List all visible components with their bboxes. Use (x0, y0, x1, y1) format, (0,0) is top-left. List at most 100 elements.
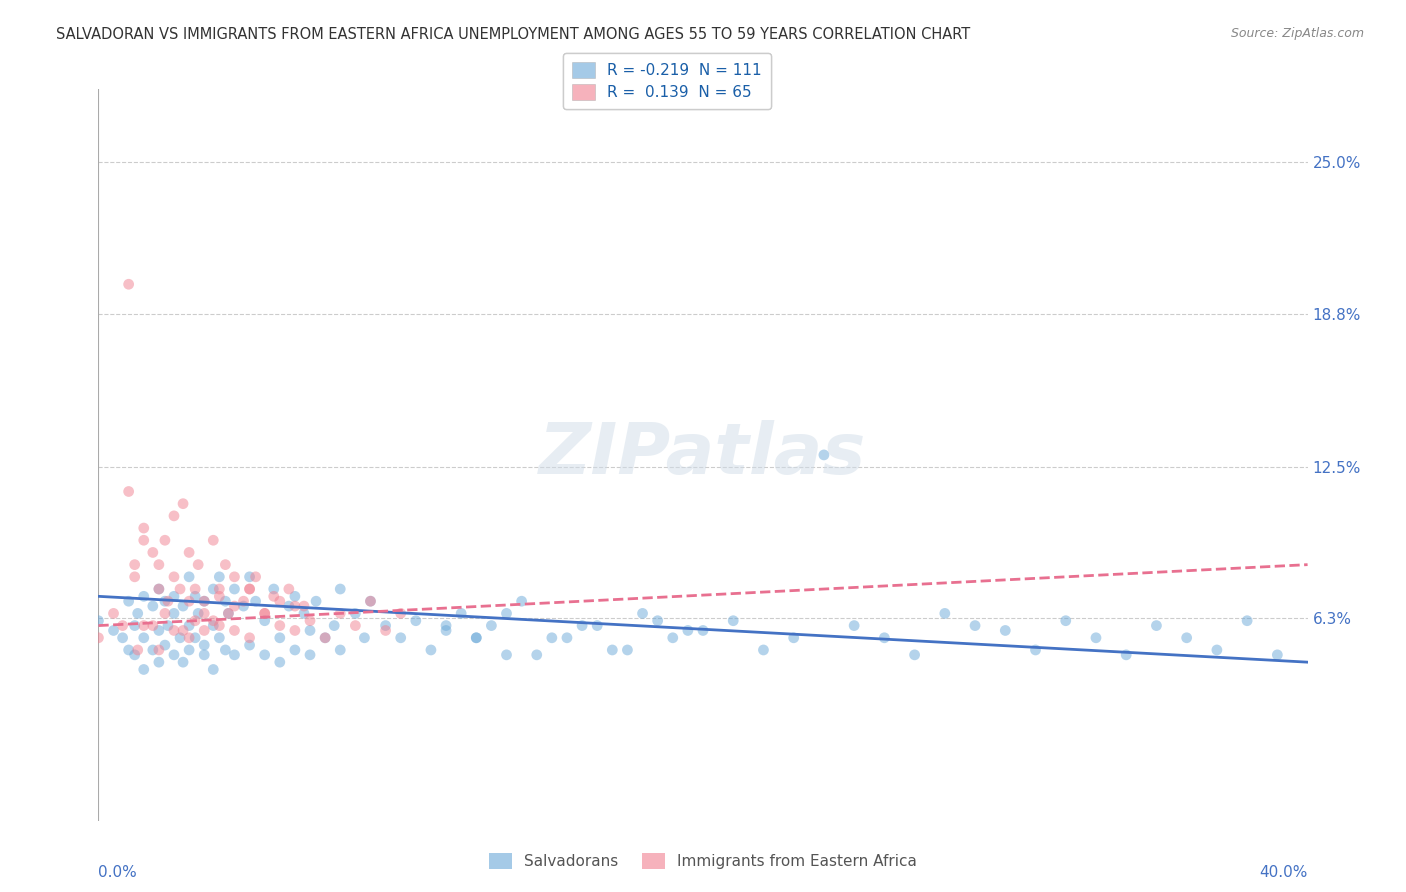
Point (465, 631, 488, 645)
Point (118, 594, 141, 608)
Point (214, 558, 236, 572)
Point (153, 607, 176, 621)
Point (132, 618, 155, 632)
Point (184, 631, 207, 645)
Point (965, 618, 987, 632)
Point (284, 643, 307, 657)
Point (124, 558, 146, 572)
Point (172, 655, 194, 669)
Point (239, 631, 262, 645)
Point (202, 582, 225, 596)
Point (132, 533, 155, 548)
Point (263, 590, 285, 604)
Point (172, 624, 194, 638)
Point (179, 545, 201, 559)
Point (661, 631, 683, 645)
Point (214, 594, 236, 608)
Point (374, 618, 396, 632)
Point (179, 631, 201, 645)
Point (184, 582, 207, 596)
Point (526, 648, 548, 662)
Point (148, 558, 170, 572)
Point (163, 648, 186, 662)
Point (153, 594, 176, 608)
Point (163, 508, 186, 523)
Point (193, 638, 215, 652)
Point (450, 607, 472, 621)
Point (169, 631, 191, 645)
Point (269, 594, 291, 608)
Point (239, 582, 262, 596)
Point (269, 618, 291, 632)
Point (163, 570, 186, 584)
Point (314, 631, 336, 645)
Point (299, 624, 322, 638)
Point (253, 648, 276, 662)
Text: Source: ZipAtlas.com: Source: ZipAtlas.com (1230, 27, 1364, 40)
Text: 40.0%: 40.0% (1260, 864, 1308, 880)
Point (142, 643, 165, 657)
Point (1236, 614, 1258, 628)
Point (1267, 648, 1289, 662)
Point (495, 607, 517, 621)
Point (873, 631, 896, 645)
Point (148, 582, 170, 596)
Point (434, 618, 457, 632)
Point (193, 607, 215, 621)
Text: 0.0%: 0.0% (98, 864, 138, 880)
Point (934, 607, 956, 621)
Point (420, 643, 443, 657)
Point (299, 648, 322, 662)
Point (647, 614, 669, 628)
Point (187, 607, 209, 621)
Point (232, 594, 254, 608)
Point (148, 655, 170, 669)
Point (163, 590, 186, 604)
Point (239, 582, 262, 596)
Point (156, 618, 179, 632)
Point (434, 624, 457, 638)
Point (253, 614, 276, 628)
Point (87, 614, 110, 628)
Point (1206, 643, 1229, 657)
Point (602, 643, 624, 657)
Point (481, 618, 503, 632)
Point (103, 624, 125, 638)
Point (224, 624, 246, 638)
Point (202, 618, 225, 632)
Point (184, 590, 207, 604)
Point (1024, 643, 1046, 657)
Point (224, 648, 246, 662)
Legend: R = -0.219  N = 111, R =  0.139  N = 65: R = -0.219 N = 111, R = 0.139 N = 65 (562, 53, 770, 110)
Point (389, 607, 412, 621)
Point (329, 607, 352, 621)
Point (723, 614, 745, 628)
Point (269, 655, 291, 669)
Point (214, 643, 236, 657)
Point (1115, 648, 1137, 662)
Point (148, 582, 170, 596)
Text: SALVADORAN VS IMMIGRANTS FROM EASTERN AFRICA UNEMPLOYMENT AMONG AGES 55 TO 59 YE: SALVADORAN VS IMMIGRANTS FROM EASTERN AF… (56, 27, 970, 42)
Point (87, 631, 110, 645)
Point (374, 624, 396, 638)
Point (904, 648, 927, 662)
Point (344, 618, 367, 632)
Point (111, 618, 134, 632)
Point (284, 624, 307, 638)
Point (692, 624, 714, 638)
Text: ZIPatlas: ZIPatlas (540, 420, 866, 490)
Point (495, 648, 517, 662)
Point (253, 607, 276, 621)
Point (269, 631, 291, 645)
Point (555, 631, 578, 645)
Point (187, 558, 209, 572)
Point (277, 582, 299, 596)
Point (127, 643, 149, 657)
Point (329, 643, 352, 657)
Point (208, 631, 231, 645)
Point (142, 599, 165, 613)
Point (232, 599, 254, 613)
Point (148, 624, 170, 638)
Point (172, 599, 194, 613)
Point (1054, 614, 1077, 628)
